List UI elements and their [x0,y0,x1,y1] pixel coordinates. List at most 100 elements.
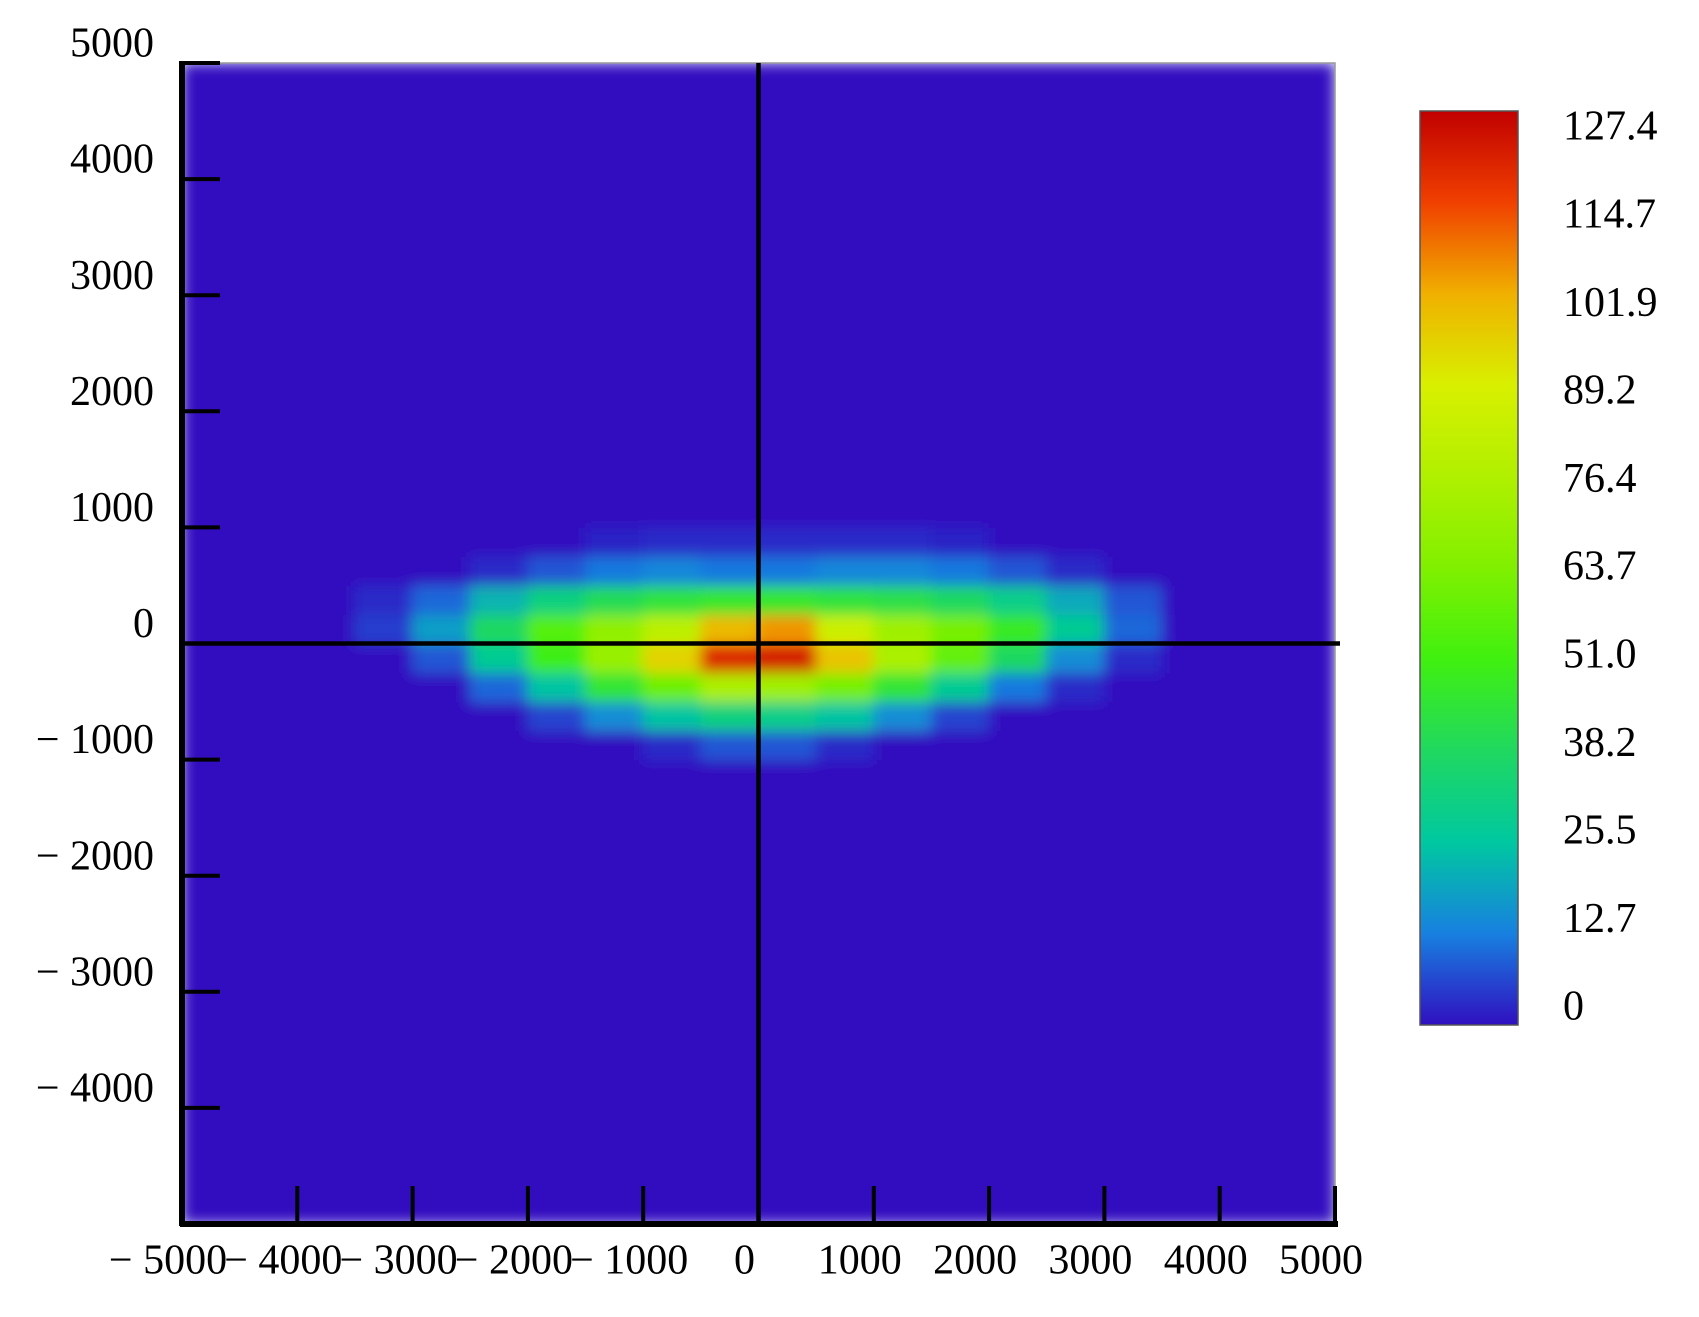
heat-cell [527,701,587,732]
heat-cell [815,1165,875,1196]
heat-cell [930,584,990,615]
heat-cell [1276,1194,1335,1224]
heat-cell [930,1165,990,1196]
heat-cell [354,468,414,499]
heat-cell [239,1136,298,1167]
heat-cell [182,759,241,790]
heat-cell [873,904,932,935]
heat-cell [642,1194,702,1224]
heat-cell [1161,63,1221,93]
heat-cell [469,439,529,470]
heat-cell [1276,1078,1335,1109]
heat-cell [296,1107,356,1138]
heat-cell [758,846,817,877]
heat-cell [469,672,529,703]
heat-cell [700,410,759,441]
heat-cell [758,730,817,761]
heat-cell [758,1165,817,1196]
heat-cell [1219,584,1278,615]
heat-cell [412,468,471,499]
heat-cell [1219,933,1278,964]
heat-cell [1276,991,1335,1022]
heat-cell [1219,410,1278,441]
heat-cell [1219,672,1278,703]
heat-cell [1161,846,1221,877]
heat-cell [585,410,644,441]
heat-cell [239,817,298,848]
heat-cell [182,178,241,209]
heat-cell [1276,497,1335,528]
heat-cell [930,236,990,267]
heat-cell [930,672,990,703]
heat-cell [988,904,1048,935]
heat-cell [1276,120,1335,151]
heat-cell [758,323,817,354]
heat-cell [1103,410,1163,441]
heat-cell [1046,846,1105,877]
axes: − 5000− 4000− 3000− 2000− 1000 0 1000 2000 3… [36,21,1658,1284]
heat-cell [1103,1165,1163,1196]
heat-cell [239,875,298,906]
heat-cell [354,439,414,470]
heat-cell [412,149,471,180]
heat-cell [239,178,298,209]
heat-cell [642,613,702,644]
heat-cell [930,1078,990,1109]
heat-cell [815,63,875,93]
heat-cell [1103,613,1163,644]
heat-cell [182,933,241,964]
heat-cell [873,1020,932,1051]
heat-cell [1219,265,1278,296]
heat-cell [988,846,1048,877]
heat-cell [1046,672,1105,703]
heat-cell [354,91,414,122]
heat-cell [930,788,990,819]
heat-cell [873,323,932,354]
heat-cell [469,207,529,238]
heat-cell [1103,701,1163,732]
heat-cell [469,788,529,819]
heat-cell [815,1194,875,1224]
heat-cell [642,701,702,732]
heat-cell [1046,207,1105,238]
heat-cell [1276,846,1335,877]
heat-cell [873,875,932,906]
heat-cell [1046,875,1105,906]
heat-cell [642,497,702,528]
heat-cell [527,1194,587,1224]
heat-cell [642,410,702,441]
heat-cell [758,381,817,412]
heat-cell [1103,207,1163,238]
heat-cell [527,468,587,499]
heat-cell [873,294,932,325]
heat-cell [815,875,875,906]
heat-cell [700,468,759,499]
heat-cell [469,555,529,586]
heat-cell [469,526,529,557]
heat-cell [182,207,241,238]
heat-cell [469,149,529,180]
colorbar-label: 127.4 [1563,104,1658,150]
x-tick-label: 3000 [1048,1238,1132,1284]
heat-cell [815,962,875,993]
heat-cell [988,1107,1048,1138]
heat-cell [296,643,356,674]
heat-cell [815,904,875,935]
heat-cell [815,265,875,296]
heat-cell [412,817,471,848]
heat-cell [354,846,414,877]
heat-cell [296,1078,356,1109]
heat-cell [182,120,241,151]
heat-cell [988,91,1048,122]
x-tick-label: − 3000 [340,1238,458,1284]
heat-cell [758,875,817,906]
heat-cell [988,178,1048,209]
colorbar-label: 0 [1563,984,1584,1030]
heat-cell [988,323,1048,354]
heat-cell [1276,1136,1335,1167]
heat-cell [182,236,241,267]
heat-cell [239,613,298,644]
heat-cell [930,1136,990,1167]
heat-cell [1103,962,1163,993]
heat-cell [239,323,298,354]
